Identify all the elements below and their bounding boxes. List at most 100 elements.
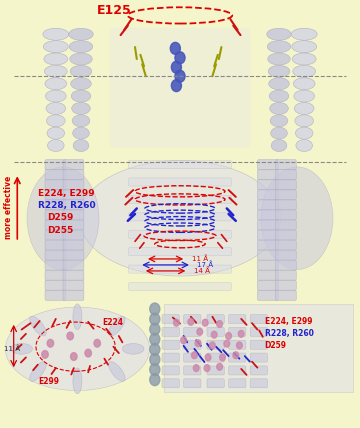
- Ellipse shape: [269, 78, 289, 90]
- FancyBboxPatch shape: [45, 200, 66, 210]
- Ellipse shape: [267, 28, 291, 40]
- Ellipse shape: [30, 362, 46, 381]
- Ellipse shape: [69, 41, 93, 53]
- Circle shape: [150, 363, 160, 375]
- Ellipse shape: [79, 160, 281, 276]
- Ellipse shape: [261, 167, 333, 270]
- Ellipse shape: [71, 90, 91, 102]
- FancyBboxPatch shape: [162, 327, 179, 336]
- FancyBboxPatch shape: [275, 160, 296, 170]
- FancyBboxPatch shape: [63, 180, 84, 190]
- Circle shape: [150, 333, 160, 345]
- Ellipse shape: [73, 127, 89, 139]
- Ellipse shape: [109, 362, 125, 381]
- Circle shape: [204, 365, 210, 372]
- FancyBboxPatch shape: [129, 282, 231, 291]
- Circle shape: [175, 70, 185, 82]
- FancyBboxPatch shape: [184, 366, 201, 375]
- FancyBboxPatch shape: [184, 327, 201, 336]
- FancyBboxPatch shape: [257, 250, 278, 260]
- Ellipse shape: [44, 65, 67, 77]
- Circle shape: [195, 340, 201, 347]
- Text: D259: D259: [47, 213, 73, 223]
- Circle shape: [150, 303, 160, 315]
- Ellipse shape: [269, 90, 289, 102]
- Ellipse shape: [294, 102, 314, 114]
- FancyBboxPatch shape: [63, 290, 84, 300]
- Text: E224, E299: E224, E299: [265, 317, 312, 327]
- FancyBboxPatch shape: [275, 210, 296, 220]
- Ellipse shape: [11, 343, 32, 354]
- Circle shape: [85, 349, 91, 357]
- FancyBboxPatch shape: [110, 28, 250, 148]
- Circle shape: [181, 337, 186, 344]
- Ellipse shape: [47, 127, 64, 139]
- Text: E224: E224: [103, 318, 123, 327]
- FancyBboxPatch shape: [63, 200, 84, 210]
- FancyBboxPatch shape: [63, 260, 84, 270]
- FancyBboxPatch shape: [45, 220, 66, 230]
- Ellipse shape: [292, 41, 317, 53]
- Circle shape: [171, 61, 181, 73]
- FancyBboxPatch shape: [129, 213, 231, 221]
- Circle shape: [211, 331, 217, 338]
- FancyBboxPatch shape: [45, 230, 66, 240]
- Ellipse shape: [70, 65, 92, 77]
- FancyBboxPatch shape: [162, 340, 179, 349]
- Ellipse shape: [291, 28, 317, 40]
- Text: more effective: more effective: [4, 176, 14, 239]
- Ellipse shape: [43, 28, 69, 40]
- Ellipse shape: [122, 343, 144, 354]
- Circle shape: [188, 318, 194, 325]
- FancyBboxPatch shape: [275, 169, 296, 180]
- Text: R228, R260: R228, R260: [265, 329, 314, 339]
- FancyBboxPatch shape: [45, 169, 66, 180]
- FancyBboxPatch shape: [207, 315, 224, 324]
- Circle shape: [71, 353, 77, 360]
- FancyBboxPatch shape: [207, 327, 224, 336]
- Ellipse shape: [268, 65, 290, 77]
- FancyBboxPatch shape: [275, 250, 296, 260]
- FancyBboxPatch shape: [229, 327, 246, 336]
- Circle shape: [192, 352, 197, 359]
- Ellipse shape: [72, 102, 90, 114]
- FancyBboxPatch shape: [45, 210, 66, 220]
- FancyBboxPatch shape: [257, 280, 278, 291]
- FancyBboxPatch shape: [250, 366, 267, 375]
- Circle shape: [94, 339, 100, 347]
- Circle shape: [210, 342, 215, 349]
- FancyBboxPatch shape: [63, 250, 84, 260]
- Ellipse shape: [296, 140, 312, 152]
- FancyBboxPatch shape: [129, 160, 231, 169]
- FancyBboxPatch shape: [229, 340, 246, 349]
- FancyBboxPatch shape: [129, 195, 231, 203]
- Circle shape: [170, 42, 180, 54]
- Ellipse shape: [46, 115, 65, 127]
- FancyBboxPatch shape: [129, 265, 231, 273]
- FancyBboxPatch shape: [184, 353, 201, 362]
- FancyBboxPatch shape: [129, 230, 231, 238]
- FancyBboxPatch shape: [45, 280, 66, 291]
- Ellipse shape: [30, 316, 46, 336]
- FancyBboxPatch shape: [275, 290, 296, 300]
- FancyBboxPatch shape: [207, 366, 224, 375]
- FancyBboxPatch shape: [63, 230, 84, 240]
- FancyBboxPatch shape: [129, 248, 231, 256]
- Circle shape: [205, 354, 211, 361]
- FancyBboxPatch shape: [257, 240, 278, 250]
- FancyBboxPatch shape: [257, 169, 278, 180]
- Ellipse shape: [27, 167, 99, 270]
- FancyBboxPatch shape: [275, 220, 296, 230]
- FancyBboxPatch shape: [257, 160, 278, 170]
- FancyBboxPatch shape: [162, 315, 179, 324]
- FancyBboxPatch shape: [250, 353, 267, 362]
- FancyBboxPatch shape: [257, 220, 278, 230]
- Circle shape: [217, 363, 222, 370]
- Circle shape: [202, 319, 208, 326]
- Ellipse shape: [72, 115, 90, 127]
- Circle shape: [238, 330, 244, 337]
- FancyBboxPatch shape: [275, 230, 296, 240]
- FancyBboxPatch shape: [45, 190, 66, 200]
- FancyBboxPatch shape: [184, 379, 201, 388]
- FancyBboxPatch shape: [45, 160, 66, 170]
